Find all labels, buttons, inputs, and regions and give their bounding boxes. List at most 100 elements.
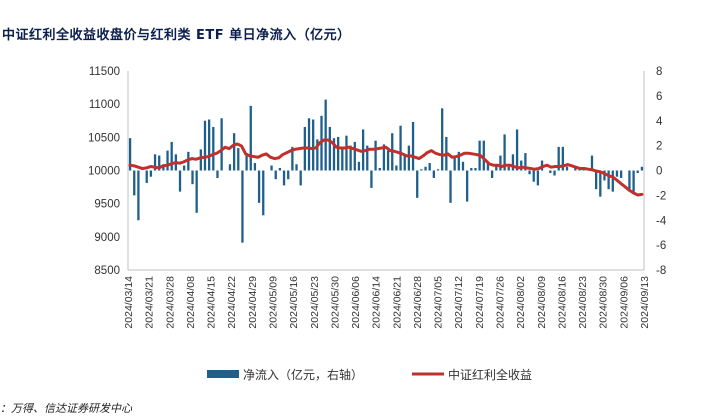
x-axis-tick-label: 2024/06/14 <box>371 276 383 329</box>
bar <box>528 170 531 175</box>
bar <box>428 163 431 171</box>
bar <box>241 170 244 243</box>
x-axis-tick-label: 2024/06/06 <box>350 276 362 329</box>
x-axis-tick-label: 2024/05/30 <box>329 276 341 329</box>
bar <box>603 170 606 181</box>
left-axis-tick-label: 11000 <box>89 99 120 111</box>
x-axis-tick-label: 2024/07/26 <box>495 276 507 329</box>
x-axis-tick-label: 2024/07/19 <box>474 276 486 329</box>
bar <box>341 148 344 171</box>
right-axis-tick-label: 4 <box>656 116 663 128</box>
legend-line-label: 中证红利全收益 <box>448 367 532 382</box>
bar <box>524 153 527 171</box>
bar <box>345 135 348 171</box>
x-axis-tick-label: 2024/06/21 <box>391 276 403 329</box>
bar <box>386 150 390 171</box>
bar <box>257 170 261 203</box>
bar <box>357 161 361 171</box>
bar <box>295 164 298 171</box>
x-axis-tick-label: 2024/05/23 <box>309 276 321 329</box>
bar <box>565 166 569 171</box>
left-axis-tick-label: 9000 <box>94 232 120 244</box>
bar <box>366 145 369 171</box>
bar <box>237 148 240 171</box>
bar <box>495 165 498 171</box>
bar <box>145 170 148 183</box>
bar <box>424 166 427 171</box>
x-axis-tick-label: 2024/04/08 <box>185 276 197 329</box>
bar <box>482 140 485 171</box>
bar <box>349 145 352 171</box>
bar <box>399 125 402 171</box>
bar <box>228 164 232 171</box>
bar <box>178 170 182 192</box>
x-axis-tick-label: 2024/07/05 <box>433 276 445 329</box>
bar <box>249 105 252 171</box>
bar <box>191 170 194 185</box>
left-axis-tick-label: 9500 <box>94 199 120 211</box>
bar <box>599 170 602 197</box>
left-axis-tick-label: 10500 <box>88 132 120 144</box>
x-axis-tick-label: 2024/04/22 <box>226 276 238 329</box>
left-axis-tick-label: 10000 <box>88 166 120 178</box>
chart-legend: 净流入（亿元，右轴） 中证红利全收益 <box>207 367 532 382</box>
bar <box>536 170 540 186</box>
x-axis-tick-label: 2024/05/09 <box>267 276 279 329</box>
bar <box>353 141 356 171</box>
bar <box>607 170 610 190</box>
bar <box>549 170 552 173</box>
bar <box>324 99 327 171</box>
bar <box>486 163 490 171</box>
bar <box>199 149 202 171</box>
right-axis-tick-label: 6 <box>656 91 662 103</box>
bar <box>262 170 265 216</box>
bar <box>232 133 236 171</box>
bar <box>316 139 319 171</box>
bar <box>170 141 173 171</box>
bar <box>474 168 477 171</box>
bar <box>553 170 556 176</box>
bar <box>166 150 169 171</box>
bar <box>499 155 502 171</box>
bar <box>287 170 290 180</box>
legend-bar-swatch <box>207 370 239 378</box>
x-axis-tick-label: 2024/09/13 <box>639 276 651 329</box>
x-axis-tick-label: 2024/08/16 <box>556 276 568 329</box>
bar <box>466 170 469 202</box>
bar <box>382 144 386 171</box>
bar <box>378 168 381 171</box>
bar <box>328 126 331 171</box>
bar <box>137 170 140 221</box>
bar <box>291 146 294 171</box>
bar <box>282 170 286 186</box>
x-axis-tick-label: 2024/06/28 <box>412 276 424 329</box>
bar <box>312 119 315 171</box>
bar <box>220 118 223 171</box>
x-axis-tick-label: 2024/08/02 <box>515 276 527 329</box>
bar <box>628 170 631 190</box>
right-axis-tick-label: -8 <box>656 265 666 277</box>
x-axis-tick-label: 2024/03/21 <box>144 276 156 329</box>
bar <box>128 138 132 171</box>
bar <box>203 120 207 171</box>
x-axis-tick-label: 2024/04/29 <box>247 276 259 329</box>
bar <box>511 154 515 171</box>
x-axis-tick-label: 2024/04/15 <box>206 276 218 329</box>
bar <box>453 158 456 171</box>
bar <box>520 160 523 171</box>
bar <box>374 140 377 171</box>
right-axis-tick-label: -4 <box>656 215 667 227</box>
bar <box>436 169 440 171</box>
x-axis-tick-label: 2024/03/28 <box>164 276 176 329</box>
bar <box>420 169 423 171</box>
bar <box>332 138 336 171</box>
bar <box>640 166 644 171</box>
x-axis-tick-label: 2024/03/14 <box>123 276 135 329</box>
bar <box>532 170 535 182</box>
bar <box>270 165 273 171</box>
bar <box>490 170 494 178</box>
bar <box>457 151 460 171</box>
bar <box>407 145 411 171</box>
bar <box>403 154 406 171</box>
bar <box>153 154 157 171</box>
